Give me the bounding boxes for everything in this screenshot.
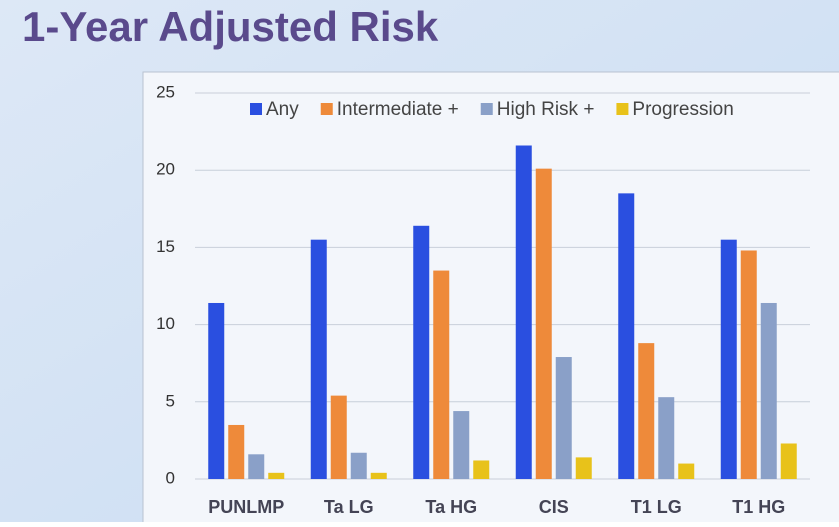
bar: [433, 270, 450, 479]
bar: [350, 452, 367, 479]
bar: [248, 454, 265, 479]
bar: [413, 225, 430, 479]
legend-label: Progression: [632, 99, 733, 120]
legend-swatch: [250, 103, 262, 115]
bar: [720, 239, 737, 479]
bar: [370, 472, 387, 479]
bar: [638, 343, 655, 479]
legend-label: High Risk +: [497, 99, 595, 120]
bar: [310, 239, 327, 479]
x-tick-label: Ta HG: [425, 497, 477, 517]
bar: [658, 397, 675, 479]
x-tick-label: CIS: [539, 497, 569, 517]
bar: [228, 424, 245, 479]
chart-title: 1-Year Adjusted Risk: [22, 3, 439, 50]
x-tick-label: T1 LG: [631, 497, 682, 517]
bar: [515, 145, 532, 479]
bar: [208, 302, 225, 479]
bar: [330, 395, 347, 479]
bar: [678, 463, 695, 479]
legend-label: Intermediate +: [337, 99, 459, 120]
bar: [575, 457, 592, 479]
bar: [760, 302, 777, 479]
x-tick-label: PUNLMP: [208, 497, 284, 517]
bar: [268, 472, 285, 479]
bar: [618, 193, 635, 480]
legend-label: Any: [266, 99, 299, 120]
bar: [780, 443, 797, 479]
legend-swatch: [320, 103, 333, 115]
y-tick-label: 5: [166, 391, 175, 410]
y-tick-label: 20: [156, 160, 175, 179]
legend-swatch: [480, 103, 493, 115]
bar: [740, 250, 757, 479]
y-tick-label: 0: [166, 468, 175, 487]
bar: [453, 411, 470, 479]
bar: [473, 460, 490, 479]
y-tick-label: 25: [156, 82, 175, 101]
y-tick-label: 10: [156, 314, 175, 333]
bar: [555, 357, 572, 479]
legend-swatch: [616, 103, 629, 115]
y-tick-label: 15: [156, 237, 175, 256]
x-tick-label: T1 HG: [732, 497, 785, 517]
bar: [535, 168, 552, 479]
x-tick-label: Ta LG: [324, 497, 374, 517]
